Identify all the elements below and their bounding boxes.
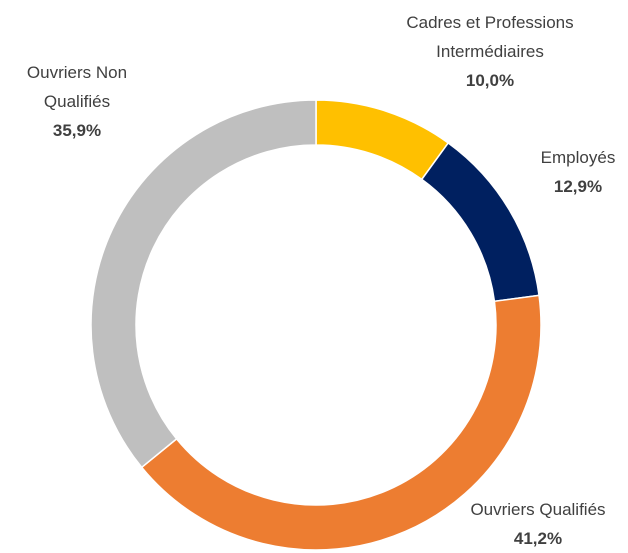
category-label: Employés: [540, 148, 616, 167]
slice-label: Cadres et Professions Intermédiaires 10,0…: [385, 8, 595, 95]
slice-label: Employés 12,9%: [530, 143, 626, 201]
slice-label: Ouvriers Qualifiés 41,2%: [443, 495, 628, 553]
slice-label: Ouvriers Non Qualifiés 35,9%: [2, 58, 152, 145]
category-label: Ouvriers Non Qualifiés: [26, 63, 128, 111]
donut-segment: [140, 294, 542, 551]
value-label: 41,2%: [513, 529, 563, 548]
value-label: 35,9%: [52, 121, 102, 140]
category-label: Cadres et Professions Intermédiaires: [406, 13, 574, 61]
donut-segment: [315, 99, 450, 181]
category-label: Ouvriers Qualifiés: [470, 500, 606, 519]
value-label: 12,9%: [553, 177, 603, 196]
donut-segment: [90, 99, 317, 469]
donut-segment: [420, 141, 540, 303]
value-label: 10,0%: [465, 71, 515, 90]
